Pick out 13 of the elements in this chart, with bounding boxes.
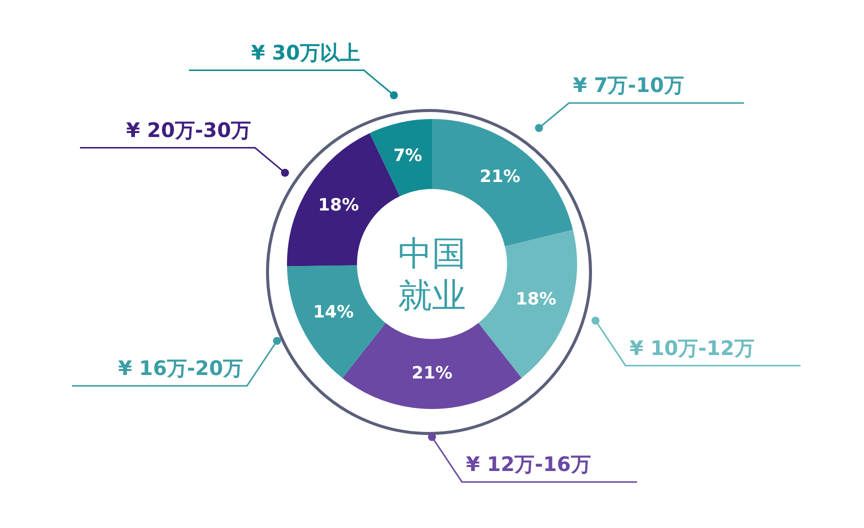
slice-label: ¥ 12万-16万 bbox=[466, 452, 591, 476]
slice-label: ¥ 16万-20万 bbox=[118, 356, 243, 380]
data-label: 18% bbox=[318, 195, 359, 216]
slice-label: ¥ 10万-12万 bbox=[629, 336, 754, 360]
data-label: 21% bbox=[412, 363, 452, 384]
data-label: 18% bbox=[516, 289, 556, 310]
slice-label: ¥ 20万-30万 bbox=[126, 118, 251, 142]
data-label: 7% bbox=[393, 146, 422, 166]
slice-label: ¥ 7万-10万 bbox=[572, 73, 684, 98]
data-label: 14% bbox=[313, 302, 354, 322]
slice-label: ¥ 30万以上 bbox=[251, 40, 360, 64]
data-label: 21% bbox=[480, 166, 520, 187]
text: 中国就业 bbox=[397, 233, 467, 317]
